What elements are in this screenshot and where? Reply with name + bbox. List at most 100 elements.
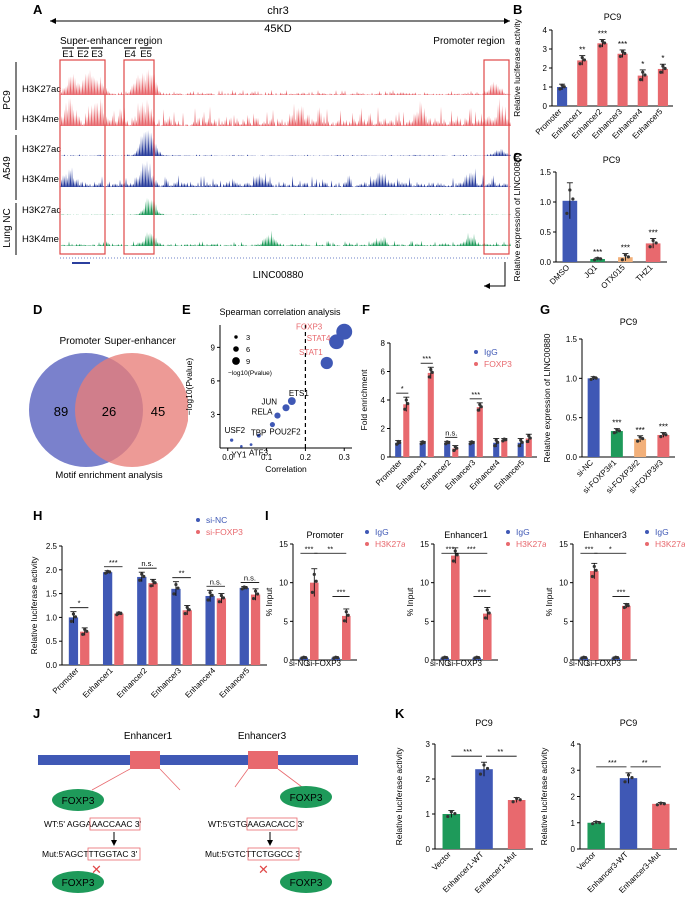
y-tick-label: 0.0: [46, 661, 58, 670]
significance-label: ***: [593, 248, 602, 257]
point-STAT1: [320, 356, 333, 370]
data-dot: [449, 810, 453, 814]
bar-Enhancer1-Mut: [507, 800, 526, 849]
legend-size-label: 9: [246, 357, 250, 366]
legend-label: FOXP3: [484, 359, 512, 369]
data-dot: [620, 49, 625, 54]
track-a549-h3k27ac-label: H3K27ac: [22, 144, 61, 155]
legend-marker: [474, 350, 478, 354]
significance-label: ***: [585, 544, 594, 553]
y-tick-label: 4: [381, 396, 386, 405]
bar-si-FOXP3-H3K27ac: [342, 615, 351, 660]
data-dot: [626, 604, 630, 608]
legend-label: IgG: [375, 527, 389, 537]
foxp3-ellipse-enh3-wt: [280, 786, 332, 808]
significance-label: **: [179, 569, 185, 578]
data-dot: [661, 431, 665, 436]
data-dot: [483, 616, 487, 620]
chart-g-sifoxp3-expression: PC9 0.0 0.5 1.0 1.5 Relative expression of LI…: [542, 317, 675, 495]
data-dot: [73, 615, 78, 619]
data-dot: [479, 405, 483, 409]
foxp3-ellipse-enh1-mut: [52, 871, 104, 893]
bar-Enhancer5-si-FOXP3: [250, 594, 261, 665]
x-tick-label: DMSO: [548, 263, 571, 286]
panel-label-f: F: [362, 302, 370, 317]
data-dot: [568, 188, 572, 192]
x-tick-label: 0.2: [300, 453, 312, 462]
significance-label: ***: [422, 354, 431, 363]
x-tick-label: 0.3: [339, 453, 351, 462]
track-pc9-h3k27ac-label: H3K27ac: [22, 84, 61, 95]
data-dot: [599, 257, 603, 261]
data-dot: [594, 820, 598, 824]
data-dot: [174, 582, 178, 587]
y-tick-label: 2: [381, 425, 386, 434]
point-ETS1: [287, 397, 296, 405]
legend-size-label: 6: [246, 345, 250, 354]
data-dot: [108, 570, 112, 574]
y-tick-label: 0: [381, 453, 386, 462]
y-tick-label: 1.0: [566, 374, 578, 383]
data-dot: [616, 656, 620, 660]
data-dot: [592, 564, 596, 569]
x-tick-label: Vector: [575, 850, 598, 873]
data-dot: [617, 429, 621, 433]
significance-label: **: [642, 758, 648, 767]
foxp3-ellipse-enh1-wt: [52, 789, 104, 811]
bar-Promoter: [557, 87, 568, 106]
venn-diagram: Promoter Super-enhancer 89 26 45 Motif e…: [29, 336, 188, 481]
legend-marker: [645, 542, 649, 546]
data-dot: [600, 39, 605, 43]
legend-size-marker: [232, 357, 240, 365]
data-dot: [217, 600, 221, 604]
data-dot: [445, 656, 449, 660]
data-dot: [478, 772, 483, 776]
panel-label-i: I: [265, 508, 269, 523]
foxp3-label-1: FOXP3: [62, 796, 95, 807]
data-dot: [511, 800, 515, 804]
legend-label: IgG: [516, 527, 530, 537]
point-label-FOXP3: FOXP3: [296, 323, 323, 332]
bar-si-NC-IgG: [299, 657, 308, 660]
bar-Enhancer2-FOXP3: [452, 448, 459, 457]
legend-label: H3K27ac: [655, 539, 685, 549]
point-POU2F2: [269, 421, 275, 428]
data-dot: [471, 441, 475, 445]
y-tick-label: 3: [426, 740, 431, 749]
data-dot: [430, 370, 434, 374]
track-pc9-h3k27ac: [60, 69, 511, 95]
data-dot: [525, 439, 529, 444]
bar-Enhancer4-IgG: [493, 442, 500, 457]
y-tick-label: 4: [571, 740, 576, 749]
bar-si-NC: [587, 378, 600, 457]
y-tick-label: 1: [543, 83, 548, 92]
track-pc9-h3k4mel-label: H3K4mel: [22, 114, 61, 125]
bar-Enhancer1-IgG: [419, 442, 426, 457]
data-dot: [596, 256, 600, 260]
bar-Enhancer4-si-NC: [205, 595, 215, 665]
bar-Enhancer2: [597, 43, 608, 106]
data-dot: [477, 656, 481, 660]
cross-mark-2: ✕: [258, 862, 269, 877]
point-label-STAT1: STAT1: [299, 348, 323, 357]
data-dot: [630, 776, 634, 780]
bar-Enhancer5: [657, 68, 668, 106]
chart-title: Enhancer1: [444, 530, 488, 540]
data-dot: [138, 578, 142, 582]
y-tick-label: 2: [543, 64, 548, 73]
chart-title: Spearman correlation analysis: [219, 307, 341, 317]
x-tick-label: Enhancer5: [218, 666, 252, 700]
y-tick-label: 0.5: [566, 414, 578, 423]
y-tick-label: 1.0: [46, 613, 58, 622]
legend-size-marker: [234, 335, 238, 339]
data-dot: [115, 612, 119, 617]
mut1-seq: Mut:5'AGCTTTGGTAC 3': [42, 849, 138, 859]
significance-label: ***: [648, 229, 657, 238]
data-dot: [185, 605, 189, 610]
x-tick-label: OTX015: [599, 263, 627, 291]
data-dot: [395, 442, 399, 446]
significance-label: **: [579, 46, 585, 55]
panel-label-b: B: [513, 2, 523, 17]
data-dot: [453, 812, 457, 816]
